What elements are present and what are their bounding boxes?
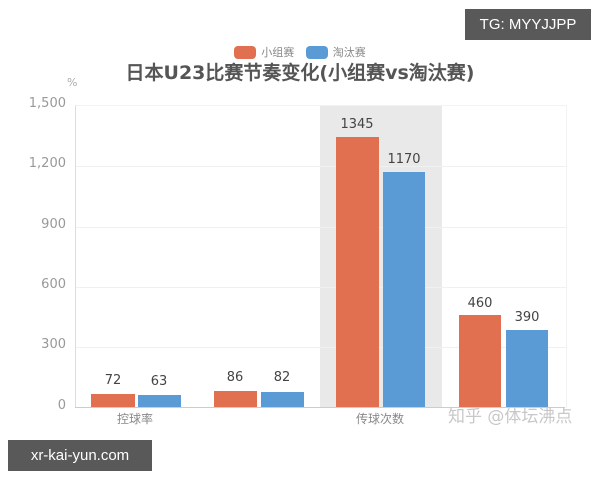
value-label: 72: [104, 373, 122, 388]
bar-group-stage-4[interactable]: [459, 315, 501, 408]
x-axis-line: [75, 407, 565, 408]
value-label: 82: [273, 370, 291, 385]
legend-item-knockout[interactable]: 淘汰赛: [305, 44, 366, 60]
gridline: [76, 227, 566, 228]
gridline: [76, 166, 566, 167]
y-tick-0: 0: [57, 398, 66, 413]
category-label-passes: 传球次数: [355, 412, 404, 426]
gridline: [76, 287, 566, 288]
gridline: [76, 347, 566, 348]
y-axis-unit: %: [67, 76, 78, 89]
y-tick-1200: 1,200: [28, 156, 66, 171]
bar-knockout-2[interactable]: [261, 391, 304, 408]
legend-item-group-stage[interactable]: 小组赛: [234, 44, 294, 60]
bar-knockout-3[interactable]: [383, 172, 425, 408]
legend-label: 淘汰赛: [332, 46, 366, 59]
value-label: 1345: [340, 117, 374, 132]
category-label-possession: 控球率: [116, 412, 153, 426]
site-badge: xr-kai-yun.com: [8, 440, 152, 471]
chart-legend: 小组赛 淘汰赛: [0, 44, 600, 62]
y-tick-300: 300: [41, 337, 66, 352]
value-label: 460: [467, 296, 493, 311]
value-label: 63: [150, 374, 168, 389]
bar-group-stage-2[interactable]: [214, 390, 257, 408]
chart-title: 日本U23比赛节奏变化(小组赛vs淘汰赛): [125, 62, 475, 84]
value-label: 86: [226, 370, 244, 385]
value-label: 390: [514, 310, 540, 325]
tg-badge: TG: MYYJJPP: [465, 9, 591, 40]
plot-area: 72 63 86 82 1345 1170 460 390: [75, 105, 567, 408]
legend-swatch-blue: [305, 45, 328, 59]
bar-group-stage-1[interactable]: [91, 393, 135, 408]
bar-knockout-1[interactable]: [138, 395, 181, 408]
zhihu-watermark: 知乎 @体坛沸点: [448, 407, 573, 427]
bar-knockout-4[interactable]: [506, 329, 548, 408]
bar-group-stage-3[interactable]: [336, 137, 379, 408]
value-label: 1170: [387, 152, 421, 167]
y-tick-900: 900: [41, 217, 66, 232]
legend-swatch-orange: [234, 45, 257, 59]
legend-label: 小组赛: [261, 46, 295, 59]
y-tick-1500: 1,500: [28, 96, 66, 111]
y-tick-600: 600: [41, 277, 66, 292]
